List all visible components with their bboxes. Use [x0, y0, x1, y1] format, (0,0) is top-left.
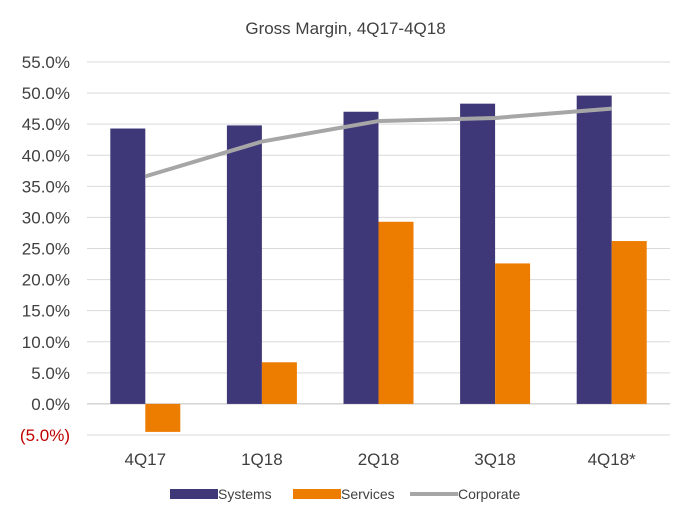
x-tick-label: 4Q17: [125, 450, 167, 469]
corporate-line-layer: [144, 106, 612, 179]
legend-item-corporate: Corporate: [410, 486, 520, 502]
y-tick-label: 45.0%: [22, 115, 70, 134]
systems-bar: [226, 125, 262, 404]
y-tick-label: 10.0%: [22, 333, 70, 352]
services-bar: [378, 221, 414, 404]
x-tick-label: 3Q18: [474, 450, 516, 469]
y-tick-label: 5.0%: [31, 364, 70, 383]
y-tick-label: 15.0%: [22, 302, 70, 321]
legend-label: Services: [341, 486, 395, 502]
corporate-line: [144, 106, 612, 179]
y-tick-label: 40.0%: [22, 146, 70, 165]
y-tick-label: 25.0%: [22, 240, 70, 259]
services-bar: [611, 241, 647, 404]
legend-label: Corporate: [458, 486, 520, 502]
services-bar: [495, 263, 531, 404]
legend-label: Systems: [218, 486, 272, 502]
y-axis-ticks: (5.0%) 0.0% 5.0% 10.0% 15.0% 20.0% 25.0% 30.0% 3…: [20, 53, 70, 445]
legend-swatch-services: [293, 489, 341, 499]
bars: [110, 95, 647, 432]
systems-bar: [460, 103, 496, 404]
y-tick-label: (5.0%): [20, 426, 70, 445]
systems-bar: [110, 128, 146, 404]
legend-item-services: Services: [293, 486, 395, 502]
x-tick-label: 1Q18: [241, 450, 283, 469]
y-tick-label: 55.0%: [22, 53, 70, 72]
legend: Systems Services Corporate: [170, 486, 520, 502]
legend-swatch-systems: [170, 489, 218, 499]
y-tick-label: 20.0%: [22, 271, 70, 290]
y-tick-label: 35.0%: [22, 177, 70, 196]
legend-item-systems: Systems: [170, 486, 272, 502]
services-bar: [145, 403, 181, 432]
systems-bar: [343, 111, 379, 404]
y-tick-label: 50.0%: [22, 84, 70, 103]
x-axis-ticks: 4Q17 1Q18 2Q18 3Q18 4Q18*: [125, 450, 637, 469]
y-tick-label: 0.0%: [31, 395, 70, 414]
services-bar: [261, 362, 297, 404]
chart-title: Gross Margin, 4Q17-4Q18: [245, 19, 445, 38]
systems-bar: [576, 95, 612, 404]
x-tick-label: 2Q18: [358, 450, 400, 469]
y-tick-label: 30.0%: [22, 208, 70, 227]
x-tick-label: 4Q18*: [588, 450, 637, 469]
